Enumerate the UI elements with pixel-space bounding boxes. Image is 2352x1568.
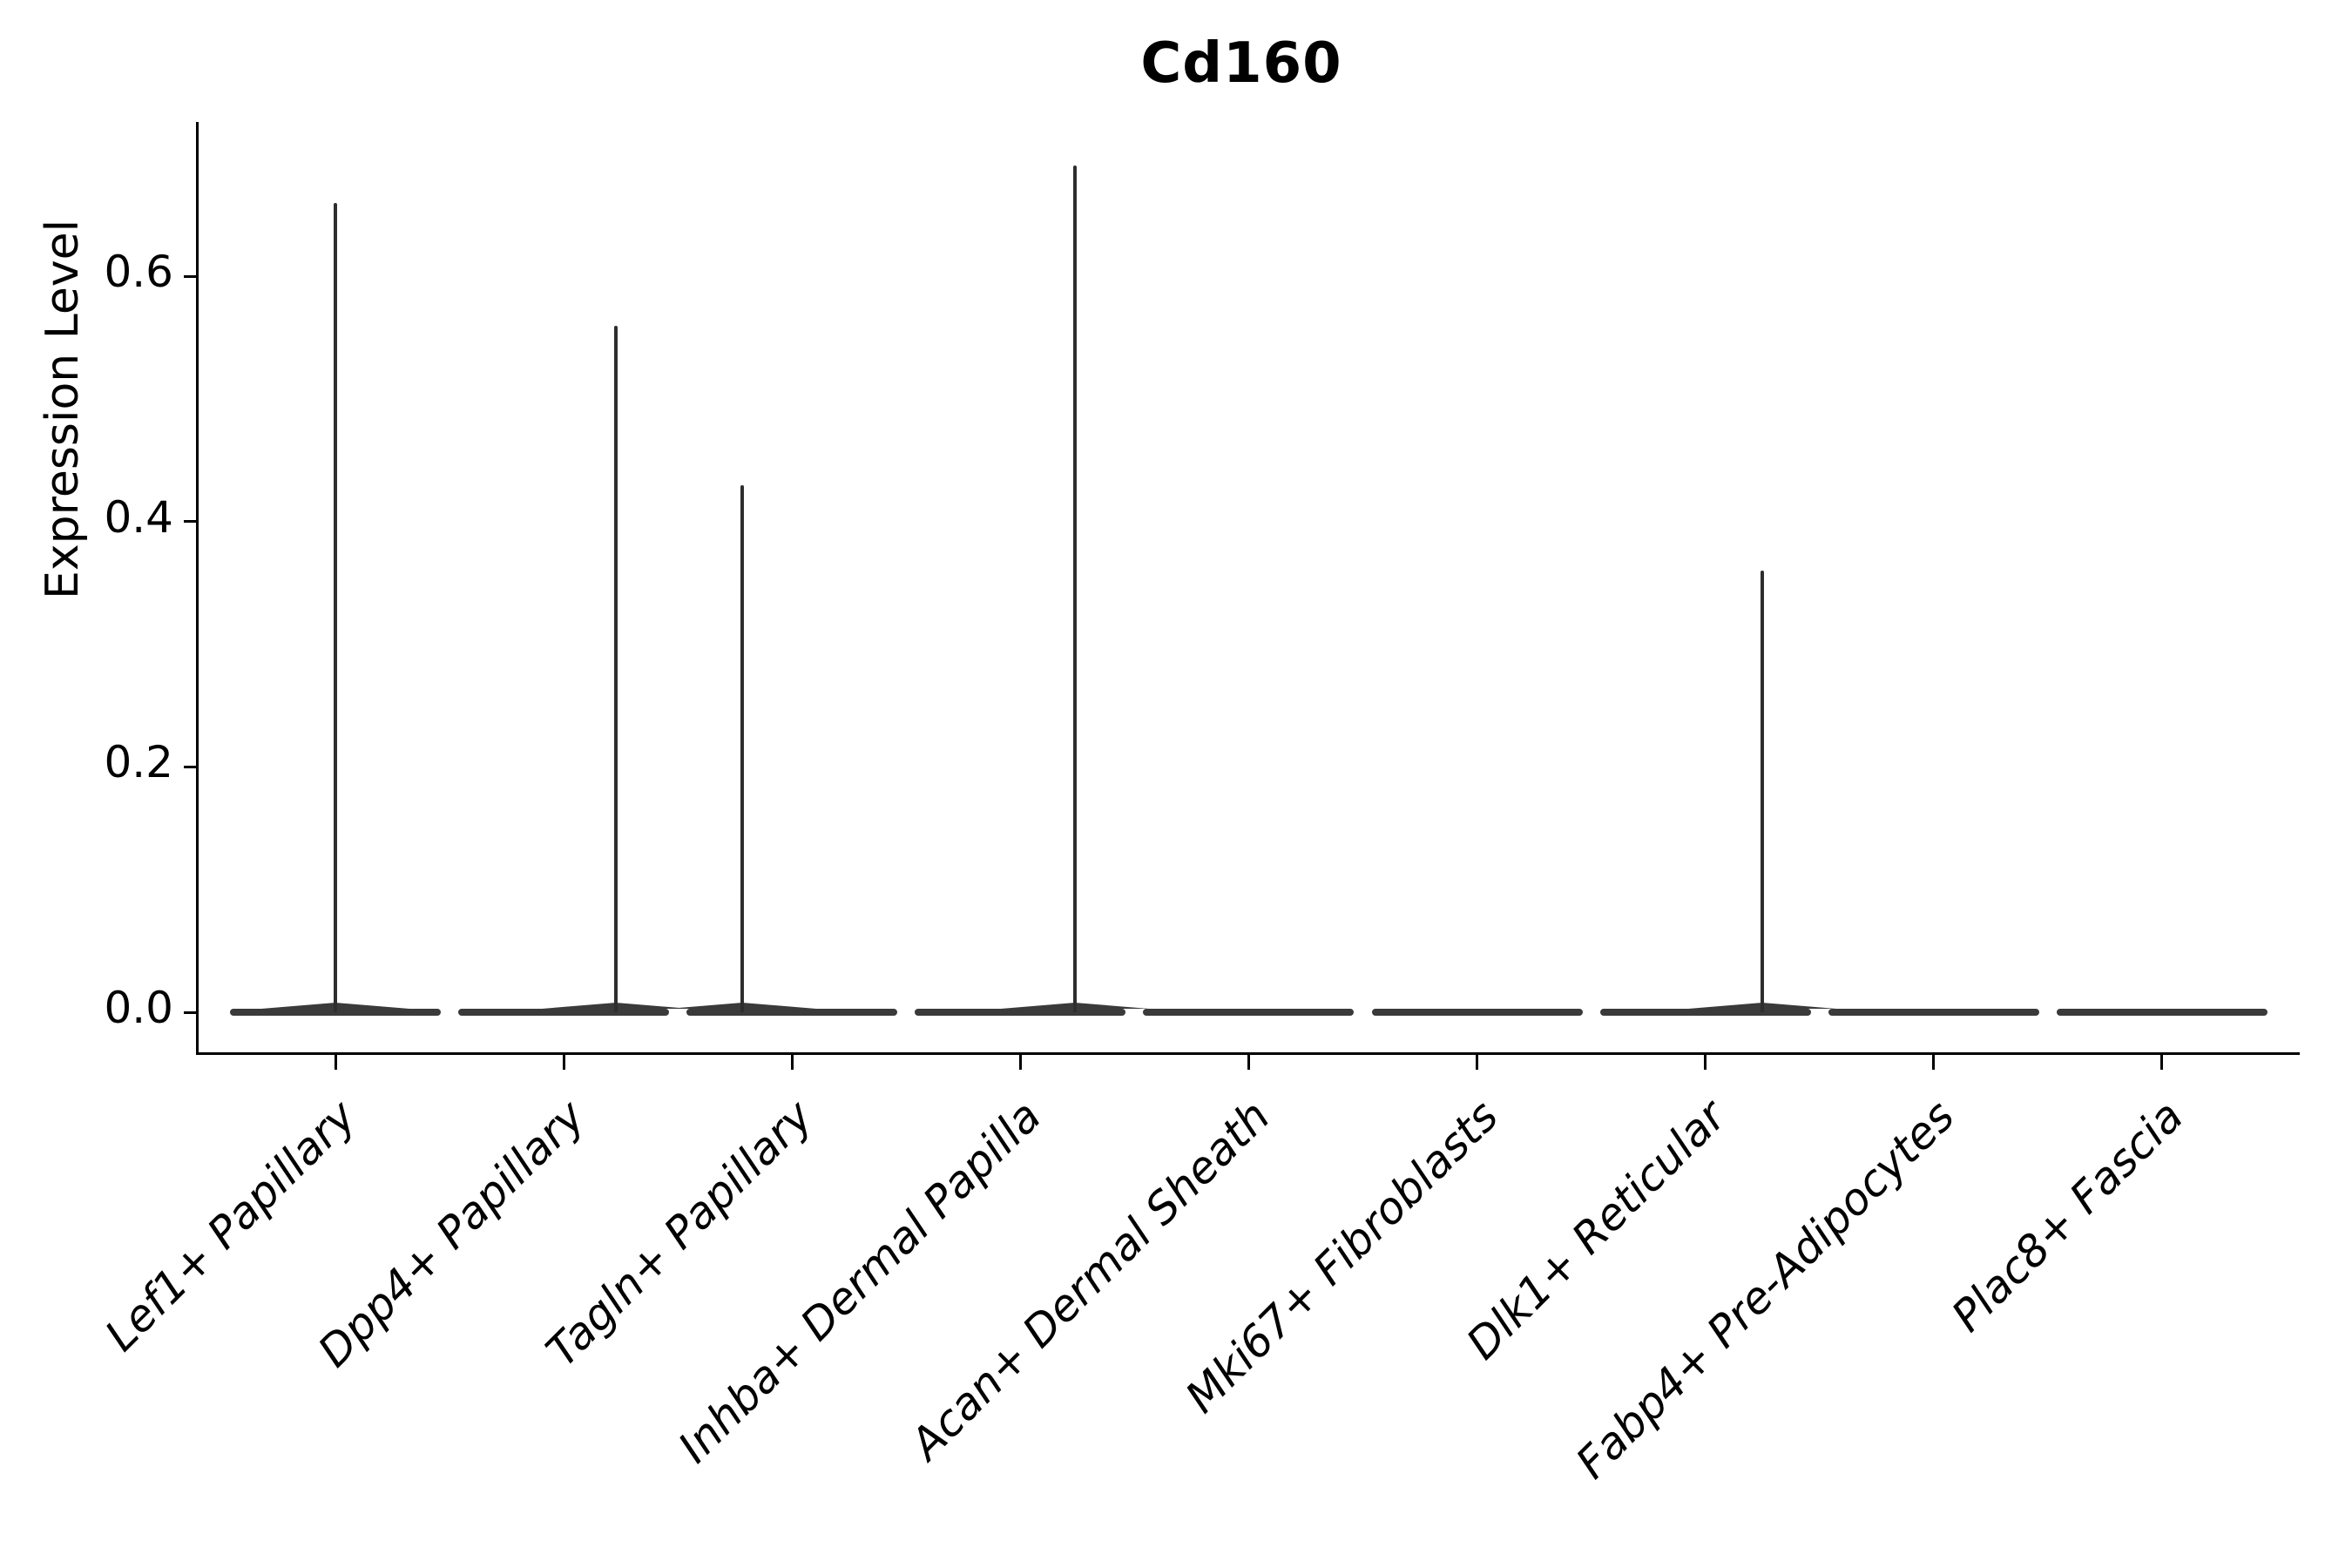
violin-body	[2056, 1009, 2268, 1016]
x-tick-label: Plac8+ Fascia	[1941, 1091, 2193, 1342]
violin-body	[915, 1009, 1126, 1016]
violin-body	[458, 1009, 670, 1016]
x-tick-mark	[1704, 1053, 1707, 1070]
y-tick-mark	[184, 765, 198, 768]
x-tick-label: Lef1+ Papillary	[95, 1091, 367, 1362]
y-tick-label: 0.4	[104, 491, 173, 543]
x-tick-mark	[2160, 1053, 2164, 1070]
y-tick-label: 0.6	[104, 247, 173, 298]
x-tick-mark	[1247, 1053, 1250, 1070]
violin-tail	[1761, 571, 1765, 1012]
violin-body	[1143, 1009, 1355, 1016]
violin-body	[230, 1009, 441, 1016]
y-tick-label: 0.0	[104, 983, 173, 1033]
y-axis-line	[196, 122, 199, 1055]
x-tick-mark	[562, 1053, 565, 1070]
violin-body	[1599, 1009, 1811, 1016]
x-tick-mark	[1932, 1053, 1936, 1070]
x-tick-mark	[1018, 1053, 1022, 1070]
y-tick-label: 0.2	[104, 737, 173, 788]
violin-tail	[1073, 166, 1078, 1012]
violin-body	[1371, 1009, 1583, 1016]
plot-title: Cd160	[1140, 31, 1342, 96]
x-tick-mark	[334, 1053, 337, 1070]
violin-tail	[740, 484, 744, 1012]
x-tick-label: Fabp4+ Pre-Adipocytes	[1566, 1091, 1964, 1489]
y-tick-mark	[184, 1010, 198, 1014]
violin-tail	[334, 202, 337, 1012]
violin-tail	[614, 325, 618, 1012]
violin-body	[686, 1009, 898, 1016]
x-tick-mark	[1476, 1053, 1478, 1070]
y-tick-mark	[184, 274, 198, 278]
violin-body	[1828, 1009, 2039, 1016]
y-tick-mark	[184, 520, 198, 524]
x-tick-mark	[790, 1053, 794, 1070]
x-tick-label: Inhba+ Dermal Papilla	[668, 1091, 1051, 1473]
